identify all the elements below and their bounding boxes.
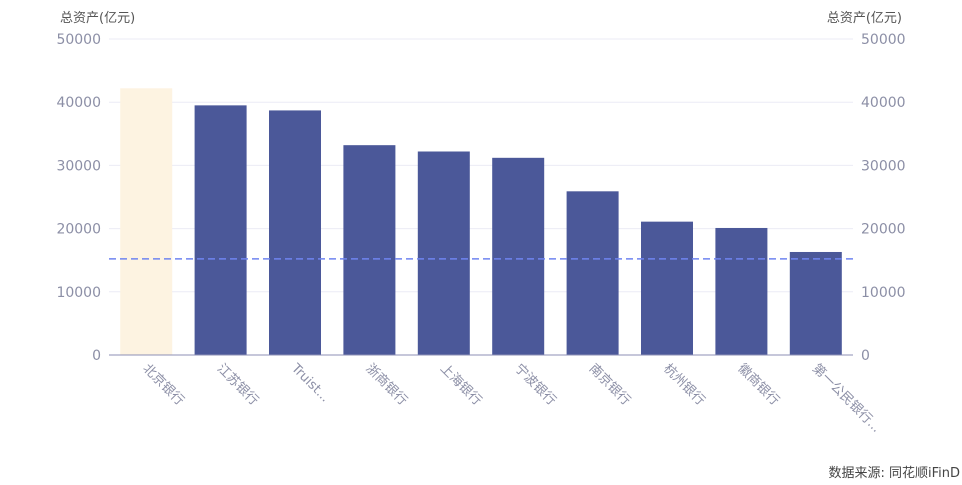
y-tick-label-right: 10000 (861, 285, 906, 301)
y-tick-label-left: 40000 (56, 95, 101, 111)
bar (194, 105, 247, 355)
y-tick-label-right: 0 (861, 348, 870, 364)
x-tick-label: 北京银行 (139, 361, 186, 408)
y-tick-label-left: 30000 (56, 158, 101, 174)
bar (269, 110, 321, 355)
y-tick-label-right: 30000 (861, 158, 906, 174)
y-tick-label-right: 50000 (861, 32, 906, 48)
bar (492, 157, 545, 355)
y-tick-label-right: 40000 (861, 95, 906, 111)
y-tick-label-left: 50000 (56, 32, 101, 48)
x-tick-label: 杭州银行 (660, 361, 707, 408)
source-note: 数据来源: 同花顺iFinD (828, 465, 960, 481)
x-tick-label: 南京银行 (586, 361, 634, 409)
bar (417, 151, 470, 355)
x-tick-label: 徽商银行 (735, 361, 782, 408)
bar (343, 145, 396, 355)
x-tick-label: 江苏银行 (214, 361, 262, 409)
bar (715, 227, 768, 355)
x-tick-label: 浙商银行 (363, 361, 410, 408)
bar (789, 251, 842, 355)
x-tick-label: 宁波银行 (511, 361, 559, 409)
x-tick-label: 上海银行 (437, 361, 484, 408)
bar (566, 191, 619, 355)
bar (120, 88, 173, 356)
y-tick-label-left: 10000 (56, 285, 101, 301)
x-tick-label: Truist... (287, 361, 332, 406)
y-tick-label-left: 20000 (56, 222, 101, 238)
y-tick-label-right: 20000 (861, 222, 906, 238)
x-tick-label: 第一公民银行... (809, 361, 884, 436)
y-axis-title-left: 总资产(亿元) (60, 11, 135, 26)
y-axis-title-right: 总资产(亿元) (827, 11, 902, 26)
y-tick-label-left: 0 (92, 348, 101, 364)
bar (641, 221, 693, 355)
